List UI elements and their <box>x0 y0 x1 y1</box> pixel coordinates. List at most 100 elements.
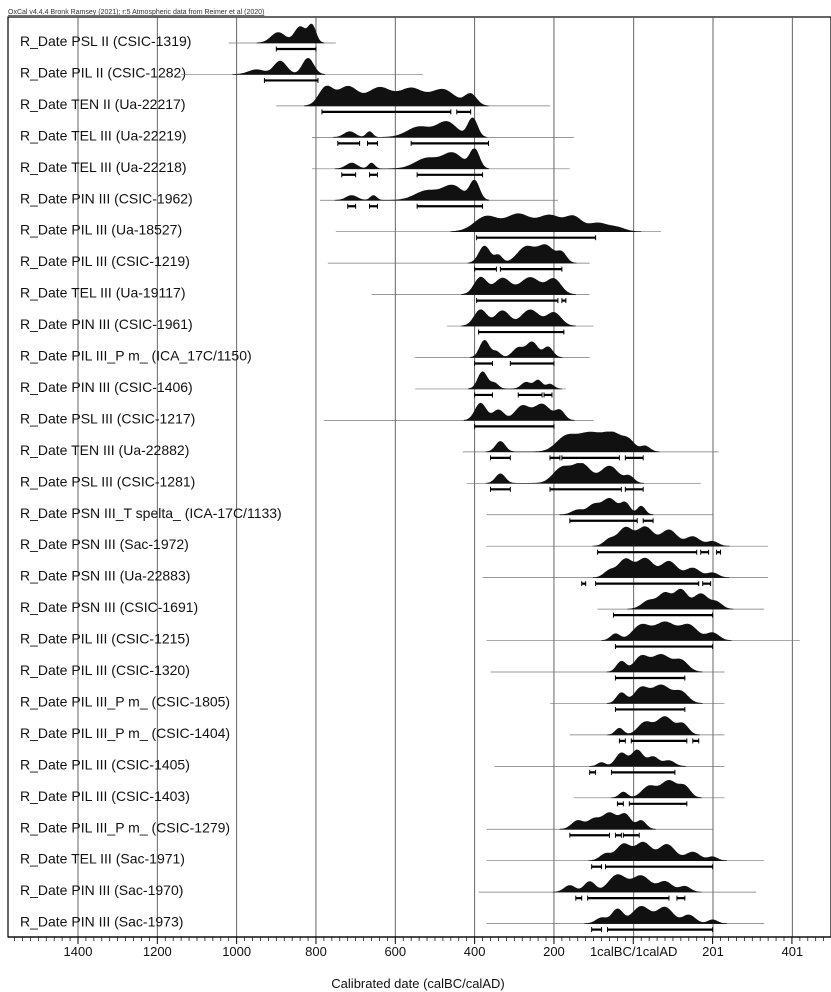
row-label: R_Date PIL III_P m_ (CSIC-1279) <box>20 819 230 835</box>
probability-distribution <box>450 213 642 232</box>
date-row: R_Date PIL III (Ua-18527) <box>20 213 662 241</box>
row-label: R_Date PSN III (Sac-1972) <box>20 536 189 552</box>
row-label: R_Date PIL II (CSIC-1282) <box>20 64 186 80</box>
probability-distribution <box>485 431 660 453</box>
x-axis-label: Calibrated date (calBC/calAD) <box>331 976 504 991</box>
x-tick-label: 200 <box>543 944 565 959</box>
date-row: R_Date TEL III (Ua-19117) <box>20 276 590 304</box>
row-label: R_Date PIN III (Sac-1973) <box>20 914 183 930</box>
x-tick-label: 400 <box>464 944 486 959</box>
date-row: R_Date PIL III_P m_ (ICA_17C/1150) <box>20 339 590 366</box>
row-label: R_Date PSL II (CSIC-1319) <box>20 33 191 49</box>
date-row: R_Date PSL III (CSIC-1217) <box>20 402 594 429</box>
x-tick-label: 800 <box>305 944 327 959</box>
row-label: R_Date TEL III (Ua-22219) <box>20 127 187 143</box>
probability-distribution <box>553 874 702 893</box>
date-row: R_Date TEN III (Ua-22882) <box>20 431 719 461</box>
date-rows: R_Date PSL II (CSIC-1319) R_Date PIL II (… <box>20 23 800 933</box>
probability-distribution <box>584 905 727 924</box>
date-row: R_Date PSN III (Ua-22883) <box>20 557 769 587</box>
probability-distribution <box>334 148 490 170</box>
x-axis: 1400 1200 1000 800 600 400 200 1calBC/1calAD 201… <box>8 936 831 959</box>
probability-distribution <box>627 588 734 610</box>
date-row: R_Date TEL III (Sac-1971) <box>20 841 765 870</box>
probability-distribution <box>463 402 575 421</box>
probability-distribution <box>606 684 703 704</box>
x-tick-label: 201 <box>702 944 724 959</box>
row-label: R_Date PSN III (CSIC-1691) <box>20 599 198 615</box>
x-tick-label: 600 <box>384 944 406 959</box>
date-row: R_Date PIN III (Sac-1973) <box>20 905 765 933</box>
chart-header: OxCal v4.4.4 Bronk Ramsey (2021); r:5 At… <box>8 9 264 16</box>
row-label: R_Date PIL III (CSIC-1405) <box>20 756 190 772</box>
row-label: R_Date PIN III (CSIC-1962) <box>20 190 193 206</box>
row-label: R_Date PSN III_T spelta_ (ICA-17C/1133) <box>20 505 282 521</box>
row-label: R_Date PIL III (CSIC-1320) <box>20 662 190 678</box>
row-label: R_Date PIL III_P m_ (CSIC-1805) <box>20 693 230 709</box>
date-row: R_Date PIN III (CSIC-1961) <box>20 309 594 335</box>
probability-distribution <box>607 716 700 736</box>
row-label: R_Date PSL III (CSIC-1217) <box>20 410 195 426</box>
date-row: R_Date PIL III (CSIC-1320) <box>20 654 725 681</box>
x-tick-label: 401 <box>781 944 803 959</box>
date-row: R_Date TEL III (Ua-22218) <box>20 148 570 178</box>
row-label: R_Date PIN III (CSIC-1406) <box>20 379 193 395</box>
row-label: R_Date PSL III (CSIC-1281) <box>20 473 195 489</box>
probability-distribution <box>332 117 488 138</box>
date-row: R_Date PIL II (CSIC-1282) <box>20 57 424 83</box>
row-label: R_Date PIL III_P m_ (CSIC-1404) <box>20 725 230 741</box>
probability-distribution <box>461 309 576 327</box>
probability-distribution <box>467 244 577 264</box>
row-label: R_Date PIL III_P m_ (ICA_17C/1150) <box>20 348 252 364</box>
x-tick-label: 1400 <box>64 944 93 959</box>
row-label: R_Date PIL III (CSIC-1219) <box>20 253 190 269</box>
date-row: R_Date PSN III_T spelta_ (ICA-17C/1133) <box>20 498 713 524</box>
date-row: R_Date PIN III (CSIC-1962) <box>20 180 558 209</box>
probability-distribution <box>601 621 732 641</box>
row-label: R_Date TEL III (Ua-19117) <box>20 285 185 301</box>
row-label: R_Date PSN III (Ua-22883) <box>20 568 190 584</box>
row-label: R_Date PIL III (Ua-18527) <box>20 222 182 238</box>
probability-distribution <box>606 654 703 673</box>
row-label: R_Date TEL III (Sac-1971) <box>20 851 185 867</box>
date-row: R_Date PIL III (CSIC-1215) <box>20 621 800 650</box>
probability-distribution <box>559 812 656 830</box>
date-row: R_Date TEL III (Ua-22219) <box>20 117 574 146</box>
row-label: R_Date TEL III (Ua-22218) <box>20 159 187 175</box>
date-row: R_Date PIL III_P m_ (CSIC-1404) <box>20 716 725 744</box>
date-row: R_Date PSN III (Sac-1972) <box>20 526 769 555</box>
row-label: R_Date PIN III (CSIC-1961) <box>20 316 193 332</box>
x-tick-label: 1000 <box>222 944 251 959</box>
date-row: R_Date PIL III (CSIC-1403) <box>20 780 725 807</box>
date-row: R_Date PIN III (Sac-1970) <box>20 874 757 901</box>
probability-distribution <box>485 463 644 484</box>
probability-distribution <box>304 85 489 107</box>
probability-distribution <box>256 23 325 44</box>
date-row: R_Date PIL III (CSIC-1405) <box>20 749 725 775</box>
row-label: R_Date PIN III (Sac-1970) <box>20 882 183 898</box>
date-row: R_Date PIL III_P m_ (CSIC-1805) <box>20 684 725 712</box>
row-label: R_Date PIL III (CSIC-1215) <box>20 631 190 647</box>
probability-distribution <box>334 180 490 201</box>
x-tick-label: 1200 <box>143 944 172 959</box>
probability-distribution <box>470 339 563 358</box>
date-row: R_Date TEN II (Ua-22217) <box>20 85 550 115</box>
probability-distribution <box>592 526 730 547</box>
probability-distribution <box>559 498 654 516</box>
probability-distribution <box>611 780 702 799</box>
date-row: R_Date PIL III_P m_ (CSIC-1279) <box>20 812 713 838</box>
date-row: R_Date PSL III (CSIC-1281) <box>20 463 701 492</box>
date-row: R_Date PSN III (CSIC-1691) <box>20 588 765 618</box>
date-row: R_Date PIN III (CSIC-1406) <box>20 371 566 398</box>
probability-distribution <box>588 841 727 861</box>
probability-distribution <box>592 557 730 578</box>
x-tick-label: 1calBC/1calAD <box>590 944 677 959</box>
probability-distribution <box>461 276 576 295</box>
date-row: R_Date PIL III (CSIC-1219) <box>20 244 590 272</box>
row-label: R_Date PIL III (CSIC-1403) <box>20 788 190 804</box>
probability-distribution <box>468 371 562 390</box>
row-label: R_Date TEN III (Ua-22882) <box>20 442 189 458</box>
probability-distribution <box>232 57 325 75</box>
gridlines <box>77 17 793 937</box>
